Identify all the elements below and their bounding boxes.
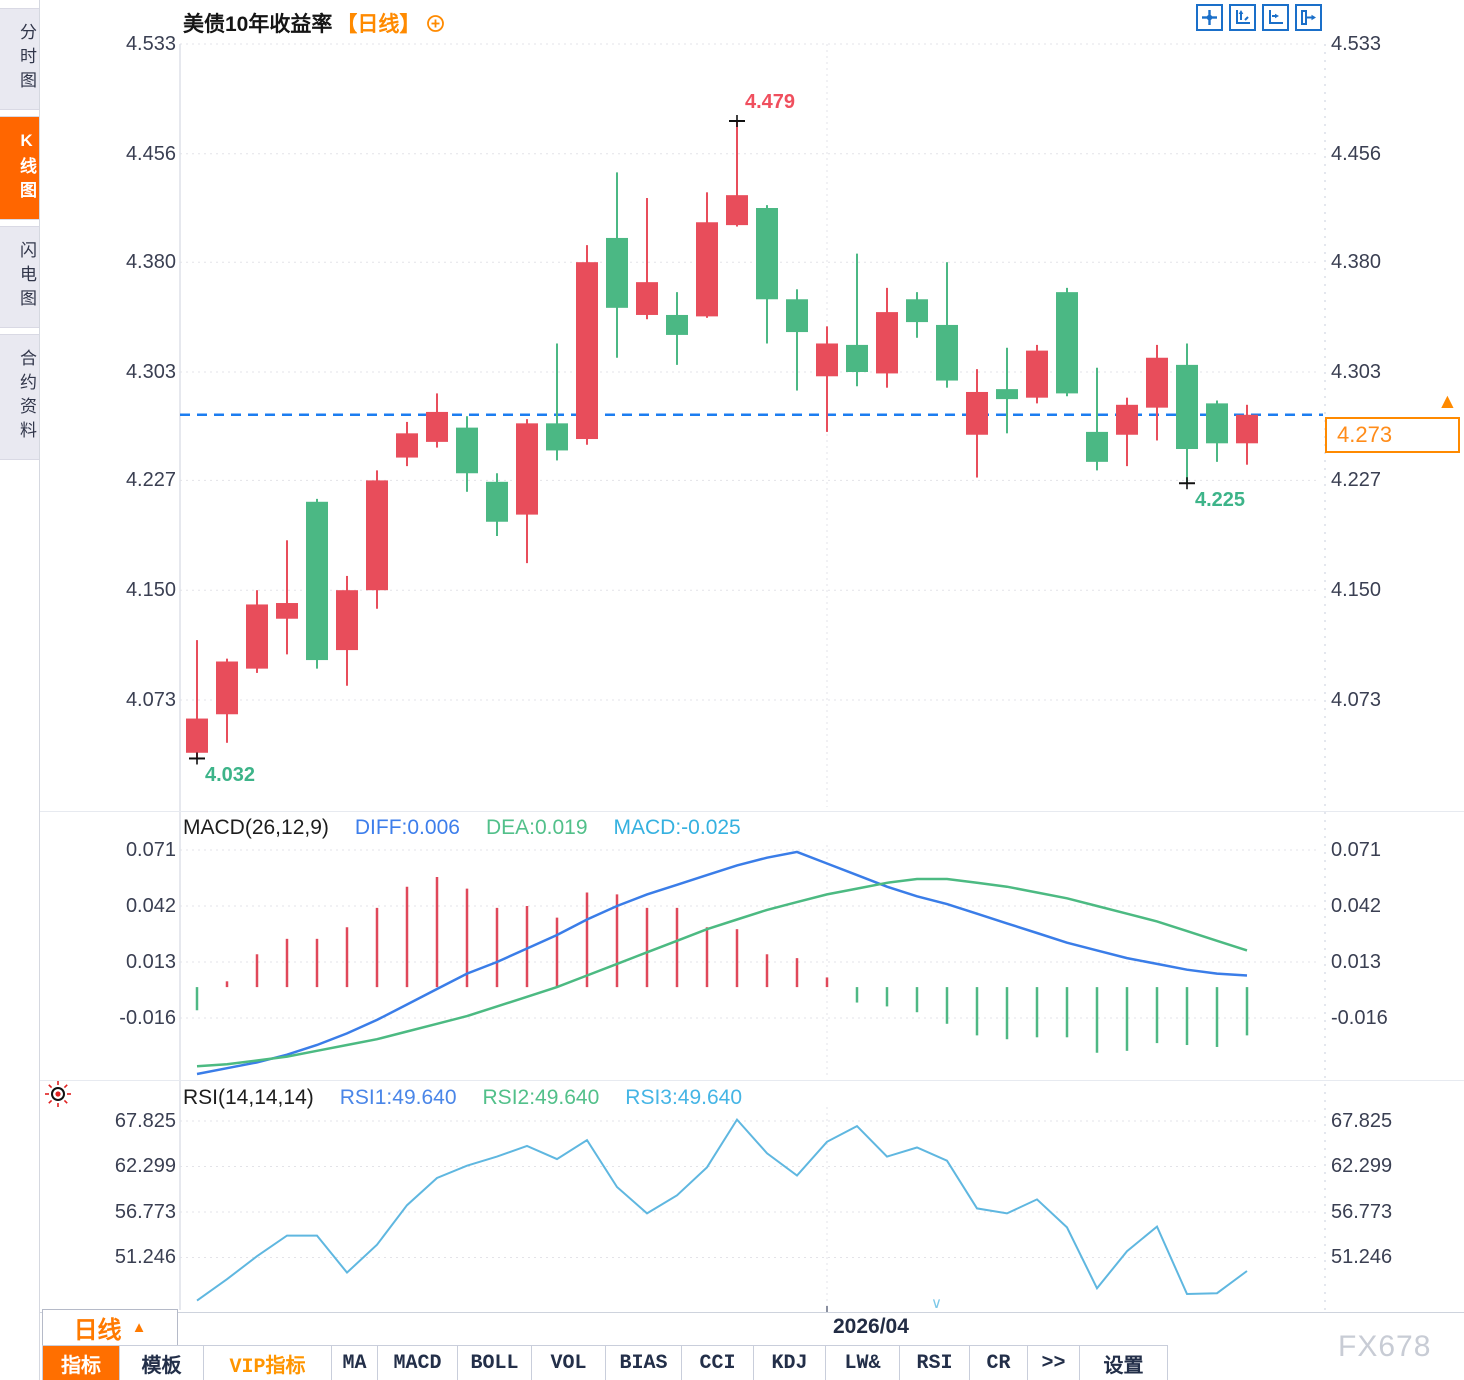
legend-item-1: RSI2:49.640 bbox=[482, 1086, 600, 1109]
sidebar: 分时图 K线图闪电图合约资料 bbox=[0, 0, 40, 1380]
price-arrow-icon: ▲ bbox=[1437, 390, 1458, 413]
macd-header: MACD(26,12,9) DIFF:0.006 DEA:0.019 MACD:-0… bbox=[183, 816, 741, 840]
axis-marker-icon: ∨ bbox=[931, 1295, 942, 1312]
toolbar-item-13[interactable]: >> bbox=[1028, 1346, 1080, 1380]
time-axis-line bbox=[40, 1312, 1464, 1313]
toolbar-item-12[interactable]: CR bbox=[970, 1346, 1028, 1380]
legend-item-0: DIFF:0.006 bbox=[354, 816, 460, 839]
instrument-name: 美债10年收益率 bbox=[183, 13, 333, 36]
macd-name: MACD(26,12,9) bbox=[183, 816, 329, 839]
zoom-y-axis-icon[interactable] bbox=[1229, 4, 1256, 31]
period-tag: 【日线】 bbox=[336, 13, 421, 36]
toolbar-item-3[interactable]: MA bbox=[332, 1346, 378, 1380]
toolbar-item-11[interactable]: RSI bbox=[900, 1346, 970, 1380]
chart-toolbar-icons bbox=[1196, 4, 1322, 31]
legend-item-0: RSI1:49.640 bbox=[339, 1086, 457, 1109]
sidebar-tab-2[interactable]: 闪电图 bbox=[0, 226, 39, 328]
sidebar-tab-3[interactable]: 合约资料 bbox=[0, 334, 39, 460]
period-label: 日线 bbox=[73, 1317, 122, 1344]
toolbar-item-0[interactable]: 指标 bbox=[42, 1346, 120, 1380]
toolbar-item-9[interactable]: KDJ bbox=[754, 1346, 826, 1380]
pan-cross-icon[interactable] bbox=[1196, 4, 1223, 31]
indicator-settings-icon[interactable] bbox=[44, 1080, 72, 1108]
toolbar-item-14[interactable]: 设置 bbox=[1080, 1346, 1168, 1380]
indicator-toolbar: 指标 模板 VIP指标 MA MACD BOLL VOL BIAS CCI KDJ LW& RSI CR… bbox=[42, 1345, 1168, 1380]
zoom-x-axis-icon[interactable] bbox=[1262, 4, 1289, 31]
toolbar-item-7[interactable]: BIAS bbox=[606, 1346, 682, 1380]
toolbar-item-2[interactable]: VIP指标 bbox=[204, 1346, 332, 1380]
chevron-up-icon: ▲ bbox=[131, 1319, 147, 1336]
legend-item-2: RSI3:49.640 bbox=[625, 1086, 743, 1109]
toolbar-item-4[interactable]: MACD bbox=[378, 1346, 458, 1380]
period-selector[interactable]: 日线 ▲ bbox=[42, 1309, 178, 1346]
sidebar-tab-1[interactable]: K线图 bbox=[0, 116, 39, 220]
panel-separator bbox=[40, 1080, 1464, 1081]
legend-item-1: DEA:0.019 bbox=[485, 816, 588, 839]
rsi-header: RSI(14,14,14) RSI1:49.640 RSI2:49.640 RSI3… bbox=[183, 1086, 742, 1110]
rsi-name: RSI(14,14,14) bbox=[183, 1086, 314, 1109]
x-axis-date-label: 2026/04 bbox=[833, 1315, 909, 1338]
sidebar-tab-0[interactable]: 分时图 bbox=[0, 8, 39, 110]
panel-separator bbox=[40, 811, 1464, 812]
chart-title: 美债10年收益率 【日线】 bbox=[183, 8, 445, 38]
legend-item-2: MACD:-0.025 bbox=[613, 816, 741, 839]
toolbar-item-5[interactable]: BOLL bbox=[458, 1346, 532, 1380]
add-circle-icon[interactable] bbox=[426, 14, 445, 33]
toolbar-item-1[interactable]: 模板 bbox=[120, 1346, 204, 1380]
shift-right-icon[interactable] bbox=[1295, 4, 1322, 31]
toolbar-item-10[interactable]: LW& bbox=[826, 1346, 900, 1380]
toolbar-item-6[interactable]: VOL bbox=[532, 1346, 606, 1380]
current-price-box: 4.273 bbox=[1325, 417, 1460, 453]
watermark: FX678 bbox=[1338, 1330, 1432, 1363]
toolbar-item-8[interactable]: CCI bbox=[682, 1346, 754, 1380]
